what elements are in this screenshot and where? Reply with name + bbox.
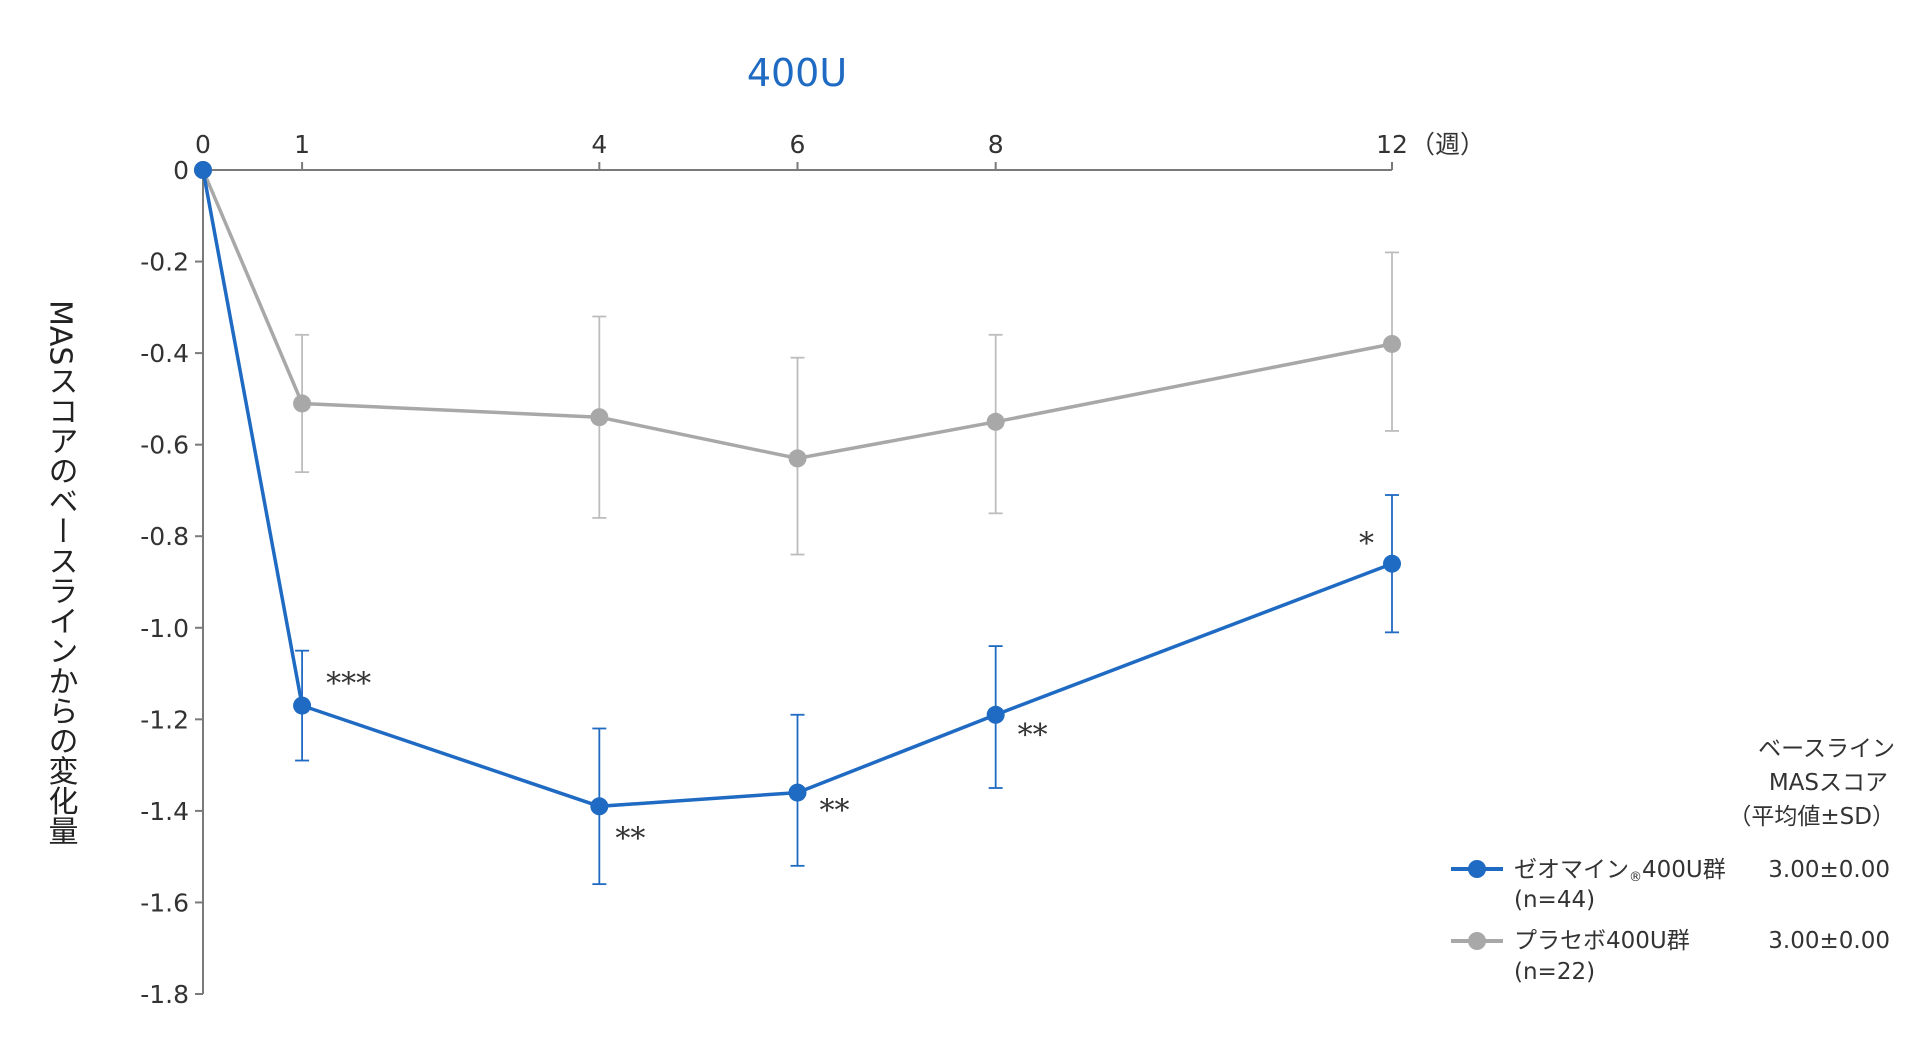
series-line-zeomin — [201, 169, 1393, 809]
data-point-placebo — [590, 408, 609, 427]
data-point-zeomin — [986, 705, 1005, 724]
x-tick-label: 8 — [988, 130, 1004, 159]
data-point-placebo — [788, 449, 807, 468]
significance-marker: ** — [820, 794, 850, 829]
y-tick-label: -1.8 — [140, 980, 189, 1009]
legend-marker-zeomin — [1468, 860, 1486, 878]
legend-n-zeomin: (n=44) — [1514, 887, 1595, 913]
significance-marker: ** — [615, 821, 645, 856]
data-point-placebo — [1383, 334, 1401, 353]
y-tick-label: -0.4 — [140, 339, 189, 368]
y-tick-label: -1.0 — [140, 614, 189, 643]
data-point-zeomin — [1383, 554, 1401, 573]
legend-label-zeomin-name: ゼオマイン — [1514, 857, 1629, 883]
x-tick-label: 1 — [294, 130, 310, 159]
legend-label-zeomin-mark: ® — [1629, 870, 1642, 885]
data-point-zeomin — [590, 797, 609, 816]
legend-label-zeomin-dose: 400U群 — [1642, 857, 1726, 883]
legend-marker-placebo — [1468, 932, 1486, 950]
axes — [202, 169, 1392, 994]
y-axis-title: MASスコアのベースラインからの変化量 — [43, 300, 78, 845]
y-tick-label: -1.4 — [140, 797, 189, 826]
y-tick-label: -1.2 — [140, 705, 189, 734]
legend-header-line-3: （平均値±SD） — [1728, 804, 1895, 830]
data-point-zeomin — [788, 783, 807, 802]
legend: ベースライン MASスコア （平均値±SD） ゼオマイン®400U群 (n=44… — [1451, 736, 1895, 985]
chart-title: 400U — [747, 51, 847, 95]
legend-header-line-2: MASスコア — [1769, 770, 1888, 796]
series-line-placebo — [201, 169, 1393, 461]
legend-header-line-1: ベースライン — [1758, 736, 1895, 762]
data-point-zeomin — [194, 161, 212, 179]
series-1 — [194, 161, 1401, 556]
legend-label-placebo: プラセボ400U群 — [1514, 928, 1690, 954]
x-tick-label: 6 — [790, 130, 806, 159]
x-tick-label: 0 — [195, 130, 211, 159]
legend-n-placebo: (n=22) — [1514, 959, 1595, 985]
data-point-placebo — [986, 412, 1005, 431]
y-tick-label: 0 — [173, 156, 189, 185]
significance-marker: *** — [326, 667, 371, 702]
legend-baseline-zeomin: 3.00±0.00 — [1768, 857, 1890, 883]
data-point-placebo — [293, 394, 312, 413]
series-layer: ********** — [194, 161, 1401, 886]
x-axis-ticks: 0 1 4 6 8 12 （週） — [195, 130, 1485, 170]
significance-marker: ** — [1018, 718, 1048, 753]
legend-baseline-placebo: 3.00±0.00 — [1768, 928, 1890, 954]
data-point-zeomin — [293, 696, 312, 715]
series-0 — [194, 161, 1401, 886]
y-tick-label: -1.6 — [140, 888, 189, 917]
legend-label-zeomin: ゼオマイン®400U群 — [1514, 857, 1726, 885]
x-tick-label: 12 — [1376, 130, 1408, 159]
y-tick-label: -0.6 — [140, 431, 189, 460]
y-axis-ticks: 0 -0.2 -0.4 -0.6 -0.8 -1.0 -1.2 -1.4 -1.6 -1.8 — [140, 156, 203, 1009]
x-tick-label: 4 — [591, 130, 607, 159]
significance-marker: * — [1359, 527, 1374, 562]
y-tick-label: -0.8 — [140, 522, 189, 551]
x-axis-unit: （週） — [1410, 130, 1485, 159]
y-tick-label: -0.2 — [140, 248, 189, 277]
